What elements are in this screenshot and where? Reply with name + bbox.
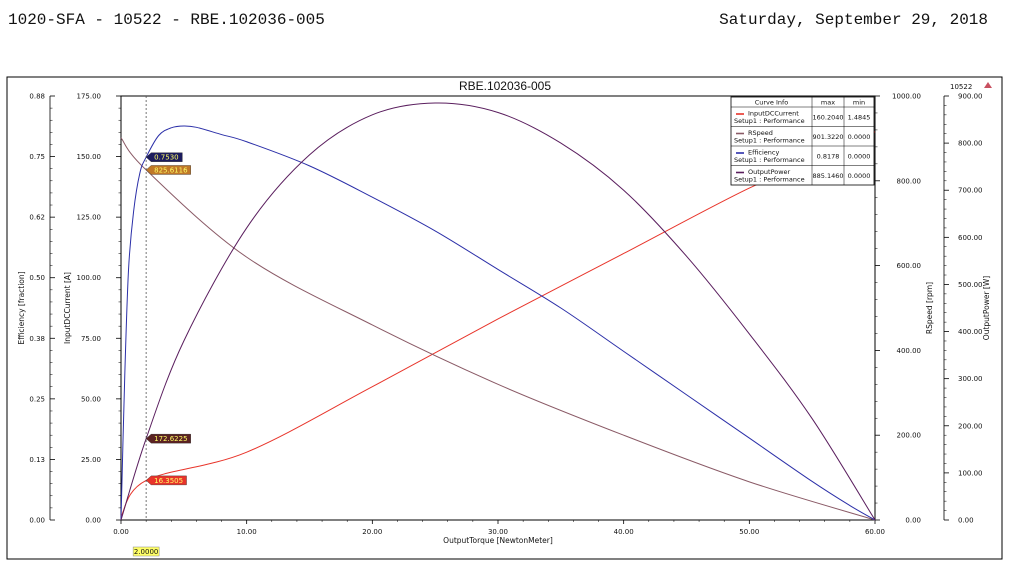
x-axis-tick-label: 0.00 xyxy=(113,528,129,536)
series-outputpower-line xyxy=(120,102,876,521)
cursor-marker-power: 172.6225 xyxy=(145,433,191,444)
x-axis-tick-label: 40.00 xyxy=(614,528,634,536)
power-axis-tick-label: 300.00 xyxy=(958,375,983,383)
current-axis-tick-label: 25.00 xyxy=(81,456,101,464)
speed-axis-title: RSpeed [rpm] xyxy=(925,282,934,334)
power-axis-tick-label: 600.00 xyxy=(958,234,983,242)
current-axis-tick-label: 0.00 xyxy=(85,517,101,525)
collapse-arrow-icon[interactable] xyxy=(984,82,992,88)
x-axis-tick-label: 10.00 xyxy=(237,528,257,536)
legend-curve-setup: Setup1 : Performance xyxy=(734,117,805,125)
x-axis-tick-label: 50.00 xyxy=(739,528,759,536)
power-axis-tick-label: 200.00 xyxy=(958,422,983,430)
x-axis-tick-label: 60.00 xyxy=(865,528,885,536)
legend-header-curve-info: Curve Info xyxy=(755,99,789,107)
legend-curve-min: 1.4845 xyxy=(848,114,871,122)
legend-curve-name: RSpeed xyxy=(748,129,773,137)
power-axis-tick-label: 500.00 xyxy=(958,281,983,289)
legend-curve-max: 885.1460 xyxy=(812,172,843,180)
cursor-value-label: 2.0000 xyxy=(134,548,159,556)
cursor-marker-label: 0.7530 xyxy=(154,154,179,162)
chart-title: RBE.102036-005 xyxy=(459,79,551,93)
x-axis-tick-label: 20.00 xyxy=(362,528,382,536)
cursor-marker-efficiency: 0.7530 xyxy=(145,152,183,162)
current-axis-tick-label: 125.00 xyxy=(77,214,102,222)
report-header-date: Saturday, September 29, 2018 xyxy=(719,11,988,29)
series-efficiency-line xyxy=(120,125,876,521)
efficiency-axis-tick-label: 0.62 xyxy=(29,214,45,222)
cursor-marker-current: 16.3505 xyxy=(145,475,187,486)
series-rspeed-line xyxy=(120,137,876,521)
speed-axis-tick-label: 800.00 xyxy=(897,177,922,185)
x-axis-tick-label: 30.00 xyxy=(488,528,508,536)
legend-curve-min: 0.0000 xyxy=(848,133,871,141)
legend-curve-setup: Setup1 : Performance xyxy=(734,156,805,164)
cursor-marker-flag xyxy=(145,152,183,162)
efficiency-axis-tick-label: 0.13 xyxy=(29,456,45,464)
cursor-marker-label: 172.6225 xyxy=(154,435,187,443)
cursor-marker-flag xyxy=(145,165,191,175)
efficiency-axis-tick-label: 0.38 xyxy=(29,335,45,343)
legend-curve-max: 0.8178 xyxy=(817,153,840,161)
cursor-marker-label: 16.3505 xyxy=(154,477,183,485)
chart-corner-label: 10522 xyxy=(950,83,972,91)
speed-axis-tick-label: 1000.00 xyxy=(892,93,921,101)
power-axis-tick-label: 400.00 xyxy=(958,328,983,336)
axes-group: 0.00 10.00 20.00 30.00 40.00 50.00 60.00 0.00 0.… xyxy=(17,93,991,537)
legend-curve-min: 0.0000 xyxy=(848,153,871,161)
efficiency-axis-tick-label: 0.25 xyxy=(29,395,45,403)
report-header-title: 1020-SFA - 10522 - RBE.102036-005 xyxy=(8,11,325,29)
current-axis-tick-label: 175.00 xyxy=(77,93,102,101)
legend-curve-setup: Setup1 : Performance xyxy=(734,137,805,145)
legend-curve-name: InputDCCurrent xyxy=(748,110,799,118)
cursor-marker-flag xyxy=(145,433,191,444)
power-axis-tick-label: 700.00 xyxy=(958,187,983,195)
speed-axis-tick-label: 200.00 xyxy=(897,432,922,440)
legend-curve-name: OutputPower xyxy=(748,168,791,176)
legend-header-max: max xyxy=(821,99,835,107)
legend-curve-setup: Setup1 : Performance xyxy=(734,176,805,184)
speed-axis-tick-label: 400.00 xyxy=(897,347,922,355)
current-axis-tick-label: 100.00 xyxy=(77,274,102,282)
legend-header-min: min xyxy=(853,99,865,107)
cursor-marker-speed: 825.6116 xyxy=(145,165,191,175)
legend-curve-max: 901.3220 xyxy=(812,133,843,141)
power-axis-tick-label: 100.00 xyxy=(958,469,983,477)
power-axis-tick-label: 0.00 xyxy=(958,517,974,525)
speed-axis-tick-label: 0.00 xyxy=(905,517,921,525)
legend-curve-min: 0.0000 xyxy=(848,172,871,180)
speed-axis-tick-label: 600.00 xyxy=(897,262,922,270)
cursor-marker-flag xyxy=(145,475,187,486)
legend-curve-name: Efficiency xyxy=(748,149,779,157)
efficiency-axis-tick-label: 0.00 xyxy=(29,517,45,525)
power-axis-tick-label: 900.00 xyxy=(958,93,983,101)
cursor-marker-label: 825.6116 xyxy=(154,166,188,174)
efficiency-axis-tick-label: 0.75 xyxy=(29,153,45,161)
efficiency-axis-tick-label: 0.88 xyxy=(29,93,45,101)
current-axis-title: InputDCCurrent [A] xyxy=(63,272,72,344)
efficiency-axis-title: Efficiency [fraction] xyxy=(17,271,26,344)
legend-curve-max: 160.2040 xyxy=(812,114,843,122)
efficiency-axis-tick-label: 0.50 xyxy=(29,274,45,282)
cursor-value-box[interactable] xyxy=(132,546,160,557)
current-axis-tick-label: 50.00 xyxy=(81,395,101,403)
current-axis-tick-label: 150.00 xyxy=(77,153,102,161)
power-axis-tick-label: 800.00 xyxy=(958,140,983,148)
current-axis-tick-label: 75.00 xyxy=(81,335,101,343)
x-axis-title: OutputTorque [NewtonMeter] xyxy=(443,536,553,545)
power-axis-title: OutputPower [W] xyxy=(982,276,991,340)
cursor-group: 2.0000 0.7530 825.6116 172.6225 16.3505 xyxy=(132,96,191,557)
legend-frame xyxy=(730,96,875,186)
